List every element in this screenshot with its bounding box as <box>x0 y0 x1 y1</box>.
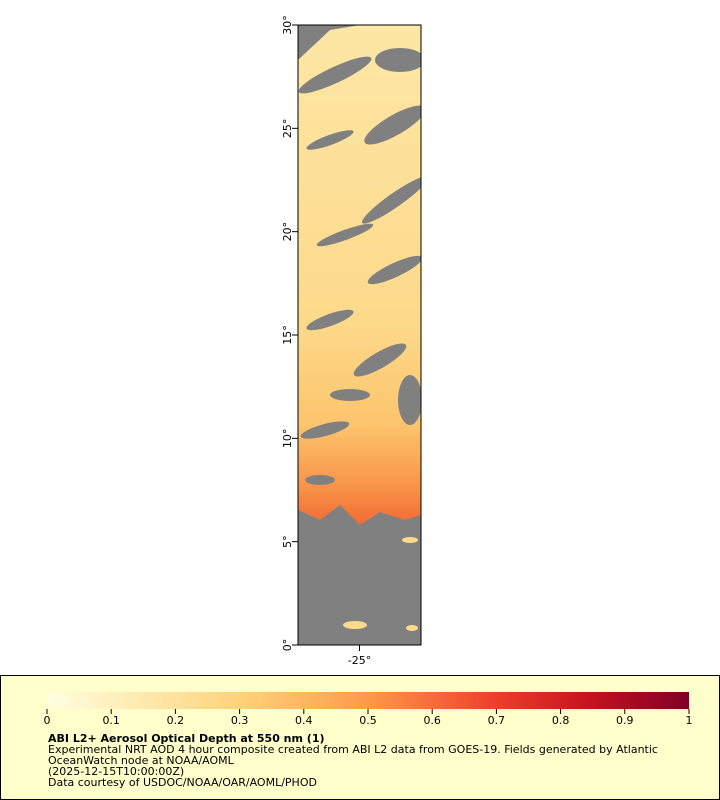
colorbar-tick-label: 0.1 <box>102 714 120 727</box>
colorbar-tick-label: 0 <box>44 714 51 727</box>
colorbar-tick-label: 0.3 <box>231 714 249 727</box>
map-image <box>298 25 421 645</box>
x-tick-label: -25° <box>348 654 371 667</box>
colorbar-tick-label: 0.4 <box>295 714 313 727</box>
colorbar-tick-label: 1 <box>686 714 693 727</box>
legend-title: ABI L2+ Aerosol Optical Depth at 550 nm … <box>48 732 325 745</box>
colorbar-tick-label: 0.7 <box>488 714 506 727</box>
colorbar-tick-label: 0.8 <box>552 714 570 727</box>
legend-line: Experimental NRT AOD 4 hour composite cr… <box>48 743 658 756</box>
legend-line: OceanWatch node at NOAA/AOML <box>48 754 235 767</box>
legend-line: Data courtesy of USDOC/NOAA/OAR/AOML/PHO… <box>48 776 317 789</box>
colorbar <box>47 692 689 709</box>
y-tick-label: 5° <box>281 535 294 548</box>
colorbar-tick-label: 0.9 <box>616 714 634 727</box>
colorbar-tick-label: 0.6 <box>423 714 441 727</box>
y-tick-label: 15° <box>281 325 294 345</box>
colorbar-tick-label: 0.2 <box>167 714 185 727</box>
legend-line: (2025-12-15T10:00:00Z) <box>48 765 184 778</box>
y-tick-label: 25° <box>281 119 294 139</box>
y-tick-label: 10° <box>281 429 294 449</box>
y-tick-label: 30° <box>281 15 294 35</box>
y-tick-label: 0° <box>281 639 294 652</box>
y-tick-label: 20° <box>281 222 294 242</box>
colorbar-tick-label: 0.5 <box>359 714 377 727</box>
